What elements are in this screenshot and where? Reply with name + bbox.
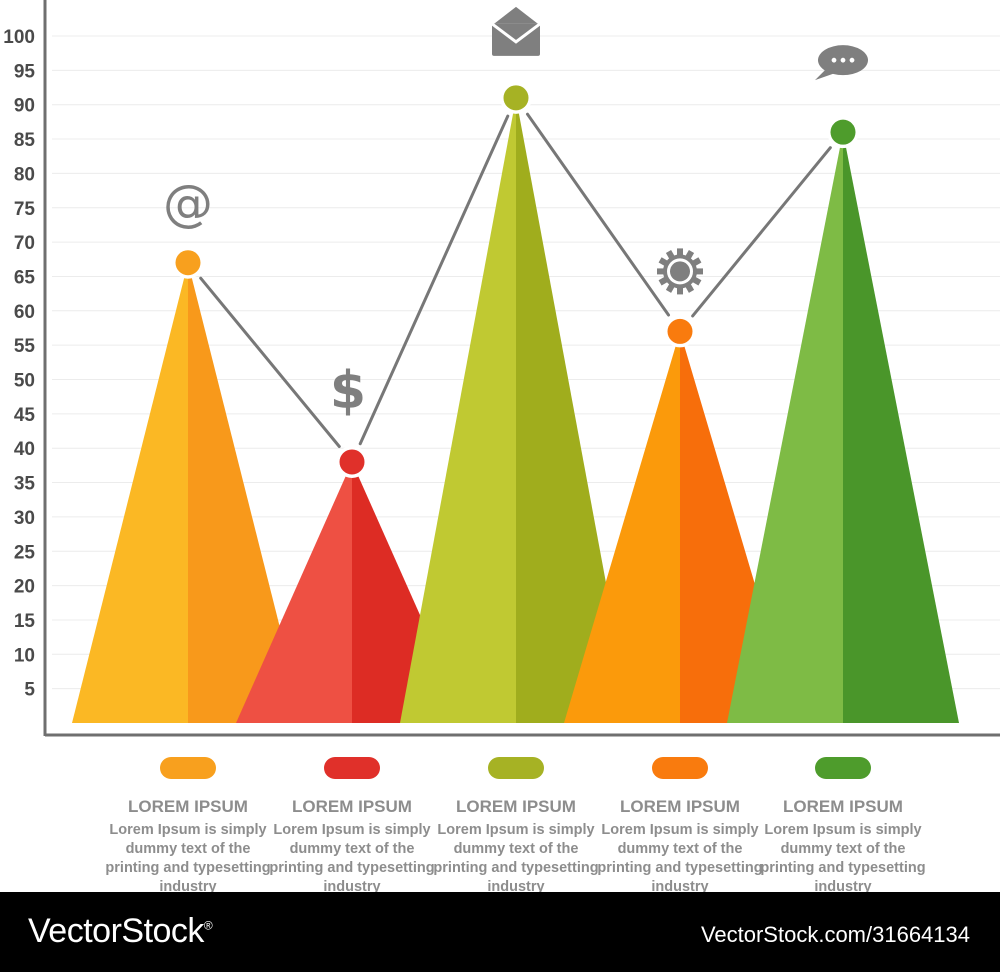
connector-line [199, 112, 832, 448]
legend-swatch [160, 757, 216, 779]
legend-swatch [652, 757, 708, 779]
y-tick-label: 95 [14, 61, 36, 82]
peak-dot-fill [830, 119, 856, 145]
chat-icon [815, 45, 868, 81]
pyramid-left-face [72, 262, 188, 723]
y-tick-label: 60 [14, 302, 35, 323]
y-tick-label: 75 [14, 199, 36, 220]
connector-segment [358, 114, 510, 446]
y-tick-label: 10 [14, 645, 35, 666]
pyramid-chart: 5 10 15 20 25 30 35 40 45 50 55 60 65 70 75 80 85 90 95 100… [3, 0, 1000, 737]
pyramid-left-face [564, 331, 680, 723]
pyramids [72, 97, 959, 723]
legend-description: Lorem Ipsum is simply dummy text of the … [105, 822, 271, 895]
pyramid-right-face [516, 97, 632, 723]
connector-segment [199, 276, 341, 448]
legend-item: LOREM IPSUM Lorem Ipsum is simply dummy t… [758, 757, 928, 897]
peak-dot-fill [503, 85, 529, 111]
footer-bar: VectorStock® VectorStock.com/31664134 [0, 892, 1000, 972]
legend-title: LOREM IPSUM [456, 797, 576, 816]
connector-segment [525, 112, 671, 317]
legend-description: Lorem Ipsum is simply dummy text of the … [433, 822, 599, 895]
y-tick-label: 30 [14, 508, 35, 529]
pyramid-right-face [188, 262, 304, 723]
y-tick-label: 35 [14, 474, 36, 495]
y-tick-label: 55 [14, 336, 36, 357]
pyramid-left-face [727, 132, 843, 723]
connector-segment [691, 146, 832, 318]
legend-swatch [324, 757, 380, 779]
pyramid-2 [236, 461, 468, 723]
legend-description: Lorem Ipsum is simply dummy text of the … [760, 822, 926, 895]
at-icon: @ [163, 175, 213, 233]
peak-dot-fill [339, 449, 365, 475]
y-tick-label: 80 [14, 164, 35, 185]
y-tick-label: 20 [14, 577, 35, 598]
legend-swatch [488, 757, 544, 779]
envelope-icon [491, 6, 541, 56]
svg-text:$: $ [330, 361, 366, 421]
y-tick-label: 40 [14, 439, 35, 460]
y-tick-label: 25 [14, 542, 36, 563]
legend-item: LOREM IPSUM Lorem Ipsum is simply dummy t… [267, 757, 437, 897]
legend-swatch [815, 757, 871, 779]
legend-description: Lorem Ipsum is simply dummy text of the … [269, 822, 435, 895]
pyramid-left-face [236, 461, 352, 723]
brand-logo: VectorStock® [28, 912, 213, 950]
pyramid-3 [400, 97, 632, 723]
legend-title: LOREM IPSUM [783, 797, 903, 816]
y-tick-label: 45 [14, 405, 36, 426]
pyramid-1 [72, 262, 304, 723]
pyramid-right-face [352, 461, 468, 723]
legend-title: LOREM IPSUM [292, 797, 412, 816]
y-tick-label: 70 [14, 233, 35, 254]
legend-title: LOREM IPSUM [128, 797, 248, 816]
gear-icon [657, 248, 703, 295]
peak-dot-fill [175, 250, 201, 276]
y-axis-ticks: 5 10 15 20 25 30 35 40 45 50 55 60 65 70 75 80 85 90 95 100 [3, 27, 35, 701]
legend-item: LOREM IPSUM Lorem Ipsum is simply dummy t… [431, 757, 601, 897]
pyramid-left-face [400, 97, 516, 723]
y-tick-label: 50 [14, 371, 35, 392]
peak-icons: @$ [163, 6, 868, 421]
y-tick-label: 5 [24, 680, 35, 701]
legend-item: LOREM IPSUM Lorem Ipsum is simply dummy t… [103, 757, 273, 897]
peak-dot-fill [667, 318, 693, 344]
dollar-icon: $ [330, 361, 366, 421]
peak-dots [172, 81, 859, 478]
svg-text:@: @ [163, 175, 213, 233]
pyramid-5 [727, 132, 959, 723]
y-tick-label: 100 [3, 27, 35, 48]
legend-description: Lorem Ipsum is simply dummy text of the … [597, 822, 763, 895]
y-tick-label: 90 [14, 96, 35, 117]
y-tick-label: 85 [14, 130, 36, 151]
y-tick-label: 15 [14, 611, 36, 632]
y-tick-label: 65 [14, 267, 36, 288]
legend-item: LOREM IPSUM Lorem Ipsum is simply dummy t… [595, 757, 765, 897]
legend-title: LOREM IPSUM [620, 797, 740, 816]
pyramid-right-face [843, 132, 959, 723]
image-credit: VectorStock.com/31664134 [700, 922, 970, 947]
